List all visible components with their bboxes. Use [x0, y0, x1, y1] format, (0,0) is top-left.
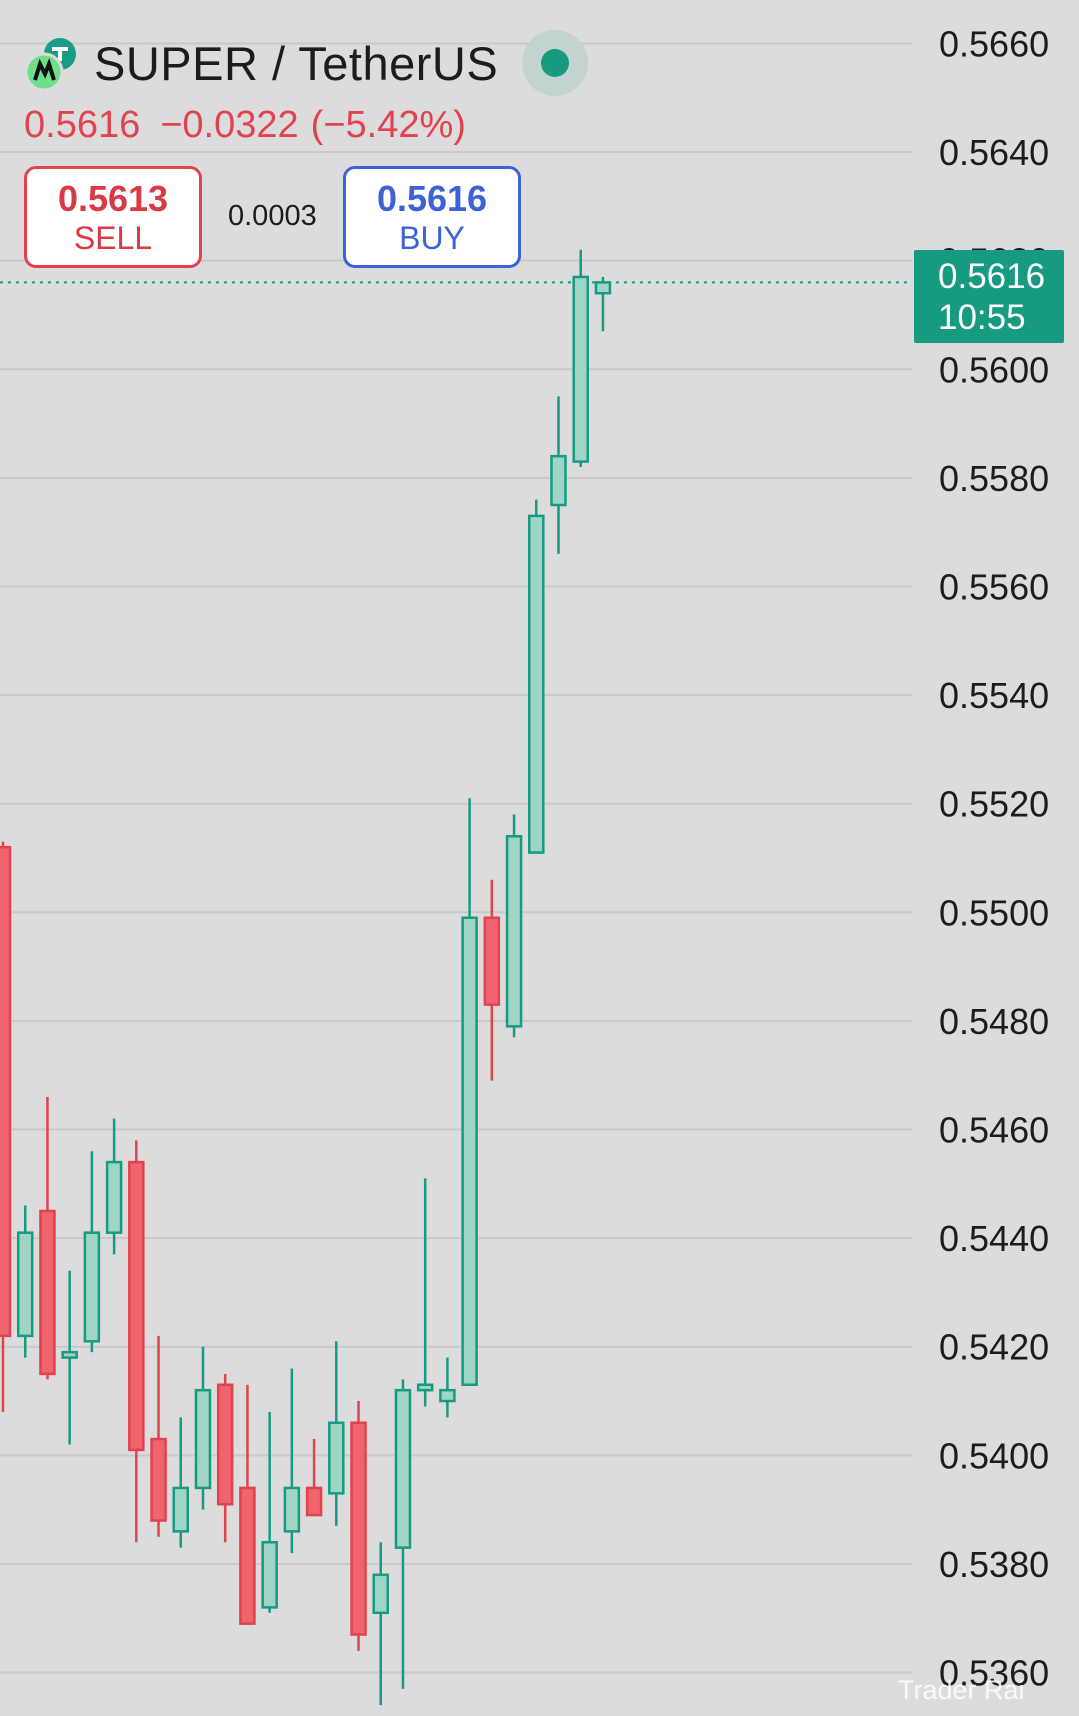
buy-price: 0.5616	[376, 178, 488, 219]
current-price-tag-price: 0.5616	[938, 257, 1046, 296]
sell-button[interactable]: 0.5613 SELL	[24, 166, 202, 268]
y-tick-label: 0.5380	[939, 1544, 1049, 1585]
candle-body	[128, 1160, 145, 1452]
y-tick-label: 0.5580	[939, 458, 1049, 499]
y-tick-label: 0.5640	[939, 132, 1049, 173]
sell-price: 0.5613	[57, 178, 169, 219]
candle[interactable]	[0, 841, 12, 1412]
y-tick-label: 0.5560	[939, 566, 1049, 607]
candle-body	[461, 916, 478, 1386]
y-tick-label: 0.5440	[939, 1218, 1049, 1259]
candle-body	[172, 1486, 190, 1533]
y-tick-label: 0.5520	[939, 784, 1049, 825]
candle-body	[439, 1388, 456, 1403]
candle-body	[150, 1437, 167, 1522]
candle[interactable]	[105, 1118, 123, 1255]
candle[interactable]	[305, 1439, 323, 1517]
candle[interactable]	[261, 1411, 278, 1613]
y-tick-label: 0.5660	[939, 23, 1049, 64]
candle-body	[394, 1388, 412, 1549]
candle-body	[83, 1231, 101, 1343]
y-tick-label: 0.5460	[939, 1110, 1049, 1151]
candle[interactable]	[83, 1151, 101, 1353]
candle[interactable]	[461, 798, 478, 1386]
candle-body	[328, 1421, 345, 1495]
candle-body	[283, 1486, 301, 1533]
candle-body	[61, 1350, 78, 1359]
candle[interactable]	[194, 1346, 212, 1510]
candle-body	[305, 1486, 323, 1517]
live-dot-icon	[541, 49, 569, 77]
y-tick-label: 0.5540	[939, 675, 1049, 716]
candle[interactable]	[594, 276, 612, 332]
super-token-logo-icon	[24, 38, 76, 92]
candle[interactable]	[350, 1401, 367, 1651]
candle-body	[0, 845, 12, 1338]
live-indicator	[522, 30, 588, 96]
price-axis: 0.56600.56400.56200.56000.55800.55600.55…	[939, 23, 1049, 1693]
y-tick-label: 0.5360	[939, 1653, 1049, 1694]
candle[interactable]	[439, 1357, 456, 1418]
candle-body	[261, 1540, 278, 1609]
price-change-row: 0.5616 −0.0322 (−5.42%)	[24, 104, 486, 147]
candle-body	[105, 1160, 123, 1234]
candle[interactable]	[416, 1178, 434, 1407]
candle[interactable]	[150, 1335, 167, 1537]
candle-body	[194, 1388, 212, 1490]
candle[interactable]	[128, 1140, 145, 1543]
candle[interactable]	[216, 1373, 234, 1543]
candle[interactable]	[505, 814, 523, 1038]
candle-body	[16, 1231, 34, 1338]
candle[interactable]	[394, 1379, 412, 1689]
price-gridlines	[0, 42, 912, 1674]
current-price-tag: 0.5616 10:55	[914, 250, 1064, 343]
candle[interactable]	[16, 1205, 34, 1358]
candle-body	[550, 454, 567, 507]
watermark: Trader Rai	[898, 1675, 1025, 1705]
candle[interactable]	[39, 1096, 56, 1380]
spread-value: 0.0003	[228, 200, 317, 232]
y-tick-label: 0.5420	[939, 1327, 1049, 1368]
y-tick-label: 0.5400	[939, 1435, 1049, 1476]
candle[interactable]	[61, 1270, 78, 1445]
candle[interactable]	[372, 1542, 389, 1706]
candles[interactable]	[0, 249, 612, 1706]
candle-body	[39, 1209, 56, 1376]
candle[interactable]	[328, 1341, 345, 1526]
sell-label: SELL	[73, 220, 153, 256]
candle[interactable]	[550, 396, 567, 554]
candle-body	[239, 1486, 256, 1625]
candle[interactable]	[528, 499, 545, 854]
y-tick-label: 0.5500	[939, 892, 1049, 933]
candle-body	[483, 916, 501, 1006]
buy-button[interactable]: 0.5616 BUY	[343, 166, 521, 268]
last-price: 0.5616	[24, 104, 141, 146]
price-change-percent: (−5.42%)	[310, 104, 466, 146]
candle-body	[372, 1573, 389, 1615]
candle[interactable]	[172, 1417, 190, 1548]
candle[interactable]	[483, 879, 501, 1081]
candle-body	[350, 1421, 367, 1636]
candle-body	[572, 275, 589, 463]
price-change: −0.0322	[160, 104, 299, 146]
candle[interactable]	[283, 1368, 301, 1554]
pair-title[interactable]: SUPER / TetherUS	[94, 37, 499, 90]
candle-body	[216, 1383, 234, 1506]
candle-body	[528, 514, 545, 854]
buy-label: BUY	[399, 220, 465, 256]
y-tick-label: 0.5600	[939, 349, 1049, 390]
candle-body	[594, 281, 612, 295]
candle-body	[505, 835, 523, 1028]
candle[interactable]	[572, 249, 589, 468]
candle-body	[416, 1383, 434, 1392]
candle-countdown: 10:55	[938, 298, 1026, 337]
y-tick-label: 0.5480	[939, 1001, 1049, 1042]
candle[interactable]	[239, 1384, 256, 1625]
